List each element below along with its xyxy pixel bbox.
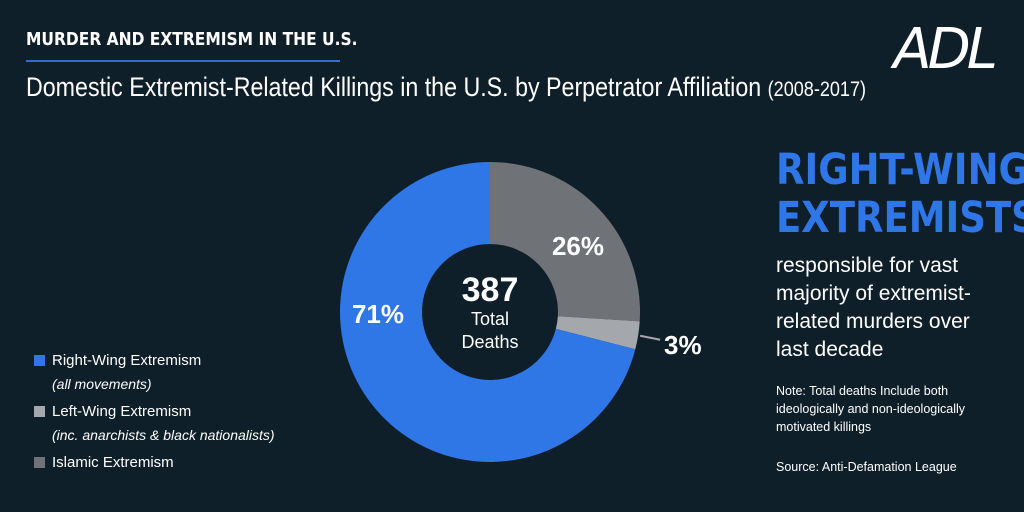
- slice-label-left-wing: 3%: [664, 330, 702, 360]
- legend-label: Right-Wing Extremism: [52, 352, 202, 369]
- subhead: responsible for vast majority of extremi…: [776, 254, 971, 361]
- slice-leader-line: [639, 334, 661, 341]
- donut-slice-right-wing-extremism: [340, 162, 636, 462]
- kicker: MURDER AND EXTREMISM IN THE U.S.: [26, 29, 358, 50]
- legend-item-left-wing: Left-Wing Extremism (inc. anarchists & b…: [34, 403, 275, 444]
- headline-line-1: RIGHT-WING: [776, 145, 1024, 195]
- note: Note: Total deaths Include both ideologi…: [776, 384, 966, 434]
- legend-swatch-left-wing: [34, 406, 45, 417]
- legend-label: Islamic Extremism: [52, 454, 174, 471]
- legend-sublabel: (all movements): [52, 376, 152, 392]
- title-text: Domestic Extremist-Related Killings in t…: [26, 72, 762, 102]
- headline: RIGHT-WING EXTREMISTS: [776, 146, 1024, 242]
- donut-slice-left-wing-extremism: [555, 316, 640, 350]
- legend-sublabel: (inc. anarchists & black nationalists): [52, 427, 275, 443]
- donut-slice-islamic-extremism: [490, 162, 640, 322]
- center-total-value: 387: [462, 271, 519, 309]
- slice-label-right-wing: 71%: [352, 299, 404, 329]
- legend-label: Left-Wing Extremism: [52, 403, 192, 420]
- source: Source: Anti-Defamation League: [776, 460, 957, 474]
- legend: Right-Wing Extremism (all movements) Lef…: [34, 352, 275, 482]
- kicker-rule: [26, 60, 340, 62]
- center-label-line-2: Deaths: [461, 332, 518, 352]
- legend-item-islamic: Islamic Extremism: [34, 454, 275, 472]
- legend-swatch-islamic: [34, 457, 45, 468]
- title-range: (2008-2017): [767, 78, 867, 101]
- adl-logo: ADL: [893, 17, 998, 82]
- headline-line-2: EXTREMISTS: [776, 193, 1024, 243]
- legend-item-right-wing: Right-Wing Extremism (all movements): [34, 352, 275, 393]
- center-label-line-1: Total: [471, 309, 509, 329]
- slice-label-islamic: 26%: [552, 231, 604, 261]
- legend-swatch-right-wing: [34, 355, 45, 366]
- chart-title: Domestic Extremist-Related Killings in t…: [26, 72, 866, 103]
